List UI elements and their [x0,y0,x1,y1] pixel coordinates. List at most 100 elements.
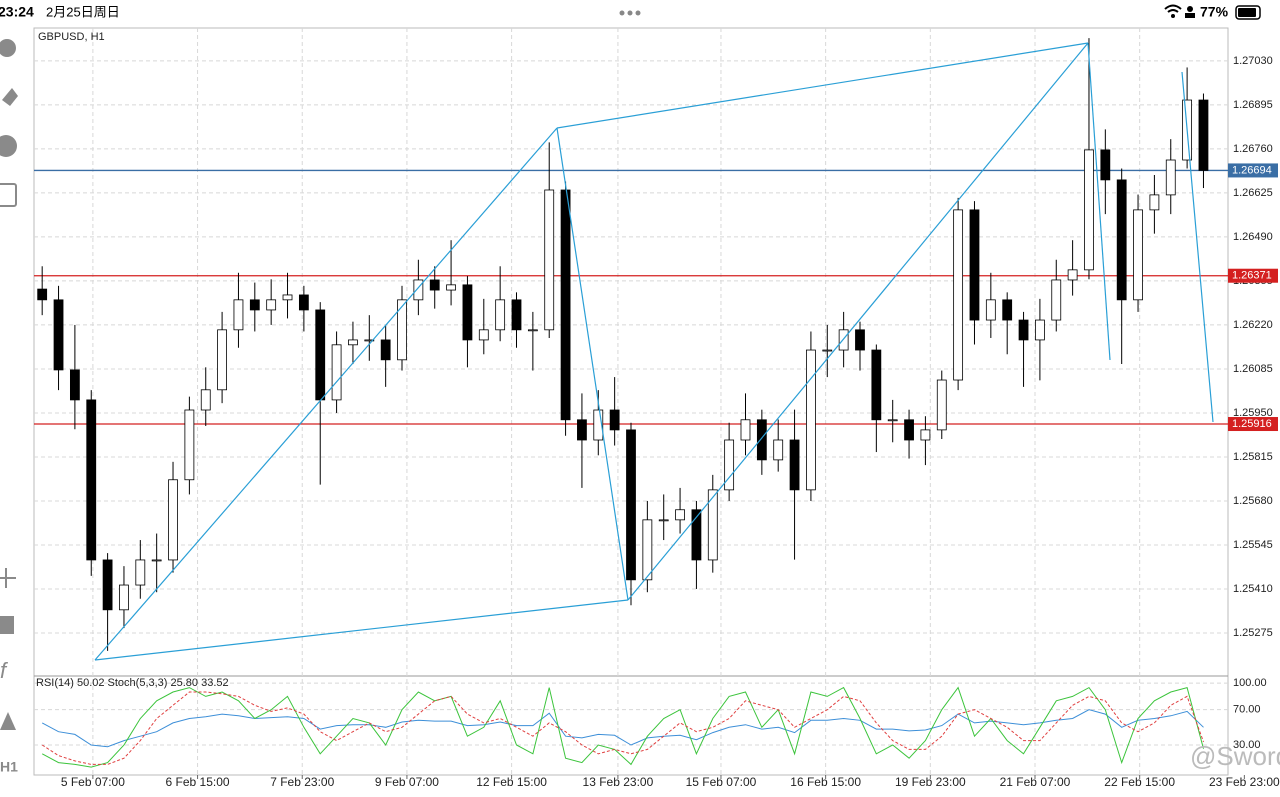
price-label-box [1228,268,1278,283]
candle-body [822,349,833,352]
candle-body [266,299,277,311]
candle-body [871,349,882,421]
trendline [556,42,1089,129]
dot [627,10,633,16]
trendline [1087,42,1111,361]
indicator-line [41,709,1204,748]
candle-body [429,279,440,291]
y-tick-label: 70.00 [1233,704,1261,716]
battery-icon [1238,8,1256,17]
y-tick-label: 1.25815 [1233,451,1273,463]
x-tick-label: 12 Feb 15:00 [476,775,547,789]
price-label: 1.26694 [1232,164,1272,176]
candle-body [1198,99,1209,171]
toolbar: f H1 [0,39,18,775]
trendline [627,42,1089,601]
candle-body [1165,159,1176,196]
y-tick-label: 1.26490 [1233,231,1273,243]
price-label: 1.26371 [1232,270,1272,282]
indicator-line [41,686,1204,768]
indicator-line [41,691,1204,765]
candle-body [806,349,816,491]
tool-icon[interactable] [2,88,18,106]
candle-body [348,339,358,346]
candle-body [985,299,996,321]
candle-body [707,489,718,561]
candle-body [838,329,849,351]
candle-body [37,288,48,301]
tool-icon[interactable] [0,183,17,207]
candle-body [904,419,914,441]
candle-body [119,584,129,611]
candle-body [168,479,178,561]
tool-icon[interactable] [0,712,16,730]
candle-body [1116,179,1127,301]
x-tick-label: 15 Feb 07:00 [686,775,757,789]
x-tick-label: 6 Feb 15:00 [166,775,230,789]
tool-icon[interactable] [0,568,16,588]
price-label: 1.25916 [1232,418,1272,430]
candle-body [560,189,571,421]
candle-body [1149,194,1160,211]
wifi-icon [1164,4,1182,13]
candle-body [495,299,506,331]
tool-icon[interactable] [0,39,16,57]
x-tick-label: 9 Feb 07:00 [375,775,439,789]
x-tick-label: 21 Feb 07:00 [1000,775,1071,789]
candle-body [1035,319,1045,341]
candle-body [577,419,587,441]
candle-body [200,389,211,411]
person-icon [1187,6,1193,12]
candle-body [184,409,195,481]
candle-body [151,559,162,562]
candle-body [102,559,113,611]
price-label-box [1228,417,1278,432]
status-time: 23:24 [0,4,34,20]
candle-body [691,509,702,561]
candle-body [315,309,326,401]
tool-icon[interactable]: f [0,658,9,683]
candle-body [789,439,800,491]
candle-body [887,419,898,422]
candle-body [642,519,653,581]
candle-body [920,429,931,441]
tool-icon[interactable] [0,616,14,634]
watermark: @Sword [1190,741,1280,771]
candle-body [233,299,244,331]
candle-body [724,439,735,491]
trendline [1181,71,1214,423]
candle-body [1067,269,1078,281]
trendline [94,599,629,661]
price-label-box [1228,163,1278,178]
wifi-icon [1171,14,1175,18]
panel-title: RSI(14) 50.02 Stoch(5,3,3) 25.80 33.52 [36,677,229,689]
timeframe-button[interactable]: H1 [0,759,18,775]
y-tick-label: 1.26220 [1233,319,1273,331]
candle-body [740,419,751,441]
candle-body [773,439,784,461]
tool-icon[interactable] [0,135,17,157]
dot [619,10,625,16]
candle-body [511,299,522,331]
candle-body [446,284,456,291]
x-tick-label: 13 Feb 23:00 [583,775,654,789]
candle-body [86,399,97,561]
y-tick-label: 30.00 [1233,739,1261,751]
status-bar: 23:24 2月25日周日 77% [0,4,1261,20]
y-tick-label: 1.26760 [1233,143,1273,155]
candle-body [331,344,342,401]
battery-icon [1235,5,1261,20]
y-tick-label: 1.27030 [1233,55,1273,67]
candle-body [413,279,424,301]
x-tick-label: 22 Feb 15:00 [1104,775,1175,789]
candle-body [478,329,489,341]
x-tick-label: 5 Feb 07:00 [61,775,125,789]
candle-body [1100,149,1111,181]
candle-body [756,419,767,461]
x-tick-label: 19 Feb 23:00 [895,775,966,789]
trendlines [94,42,1214,661]
candle-body [298,294,309,311]
candle-body [217,329,227,391]
